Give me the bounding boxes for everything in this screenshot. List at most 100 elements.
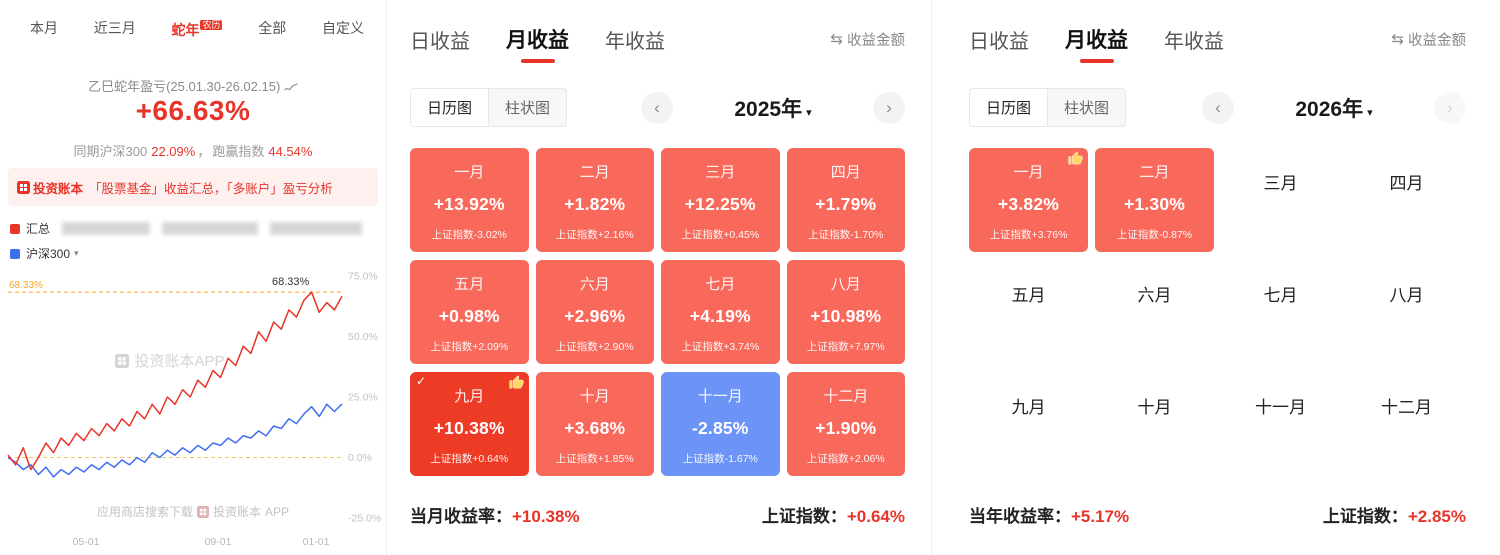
month-cell-2[interactable]: 二月 +1.82% 上证指数+2.16%	[535, 148, 654, 252]
returns-tabs: 日收益 月收益 年收益 ⇆ 收益金额	[410, 24, 905, 54]
month-index-value: 上证指数+3.76%	[989, 229, 1068, 241]
year-navigation: ‹ 2026年 ▾ ›	[1202, 91, 1466, 124]
month-cell-7: 七月	[1221, 260, 1340, 364]
swap-icon: ⇆	[830, 31, 843, 48]
month-return-value: +10.98%	[810, 306, 882, 326]
month-label: 九月	[454, 388, 485, 405]
amount-toggle[interactable]: ⇆ 收益金额	[1391, 31, 1466, 49]
tab-all[interactable]: 全部	[258, 20, 287, 36]
month-return-value: +13.92%	[433, 194, 505, 214]
prev-year-button[interactable]: ‹	[1202, 91, 1234, 124]
month-cell-5: 五月	[969, 260, 1088, 364]
legend-item-total[interactable]: 汇总	[10, 219, 363, 238]
tab-daily-returns[interactable]: 日收益	[410, 30, 470, 53]
year-selector[interactable]: 2026年 ▾	[1295, 97, 1373, 121]
svg-text:-25.0%: -25.0%	[348, 513, 381, 525]
month-index-value: 上证指数-1.70%	[808, 229, 884, 241]
svg-text:0.0%: 0.0%	[348, 452, 372, 464]
view-switch: 日历图 柱状图	[969, 88, 1127, 127]
banner-brand: 投资账本	[33, 181, 84, 196]
month-cell-1[interactable]: 一月 +13.92% 上证指数-3.02%	[410, 148, 529, 252]
year-navigation: ‹ 2025年 ▾ ›	[641, 91, 905, 124]
month-label: 八月	[830, 276, 861, 293]
view-bar-chart[interactable]: 柱状图	[488, 89, 566, 126]
month-cell-9: 九月	[969, 372, 1088, 476]
blurred-account-name	[162, 222, 259, 235]
svg-text:25.0%: 25.0%	[348, 392, 378, 404]
month-cell-10[interactable]: 十月 +3.68% 上证指数+1.85%	[535, 372, 654, 476]
download-hint: 应用商店搜索下载 投资账本 APP	[96, 504, 290, 520]
lunar-badge: 农历	[200, 20, 223, 30]
month-index-value: 上证指数+7.97%	[806, 341, 885, 353]
x-axis-label: 05-01	[72, 536, 100, 548]
tab-snake-year[interactable]: 蛇年 农历	[171, 20, 223, 38]
month-cell-4[interactable]: 四月 +1.79% 上证指数-1.70%	[786, 148, 905, 252]
month-index-value: 上证指数+2.09%	[430, 341, 509, 353]
prev-year-button[interactable]: ‹	[641, 91, 673, 124]
period-tabs: 本月 近三月 蛇年 农历 全部 自定义	[30, 18, 364, 40]
view-controls: 日历图 柱状图 ‹ 2026年 ▾ ›	[969, 88, 1466, 127]
tab-monthly-returns[interactable]: 月收益	[1065, 24, 1128, 54]
view-bar-chart[interactable]: 柱状图	[1047, 89, 1125, 126]
tab-last-3-months[interactable]: 近三月	[93, 20, 136, 36]
promo-banner[interactable]: 投资账本 「股票基金」收益汇总，「多账户」盈亏分析	[8, 168, 378, 206]
month-cell-3: 三月	[1221, 148, 1340, 252]
thumb-up-icon	[1068, 151, 1083, 165]
legend-item-hs300[interactable]: 沪深300 ▾	[10, 244, 362, 263]
year-return-summary: 当年收益率：+5.17%	[969, 507, 1130, 526]
tab-yearly-returns[interactable]: 年收益	[605, 30, 665, 53]
month-cell-8[interactable]: 八月 +10.98% 上证指数+7.97%	[786, 260, 905, 364]
chevron-down-icon: ▾	[1367, 106, 1373, 119]
month-return-summary: 当月收益率：+10.38%	[410, 507, 580, 526]
benchmark-line: 同期沪深300 22.09%，跑赢指数 44.54%	[73, 144, 313, 159]
month-cell-11[interactable]: 十一月 -2.85% 上证指数-1.67%	[661, 372, 780, 476]
blurred-account-name	[270, 222, 363, 235]
tab-daily-returns[interactable]: 日收益	[969, 30, 1029, 53]
tab-monthly-returns[interactable]: 月收益	[506, 24, 569, 54]
view-calendar[interactable]: 日历图	[970, 89, 1048, 126]
month-return-value: -2.85%	[691, 418, 749, 438]
check-icon: ✓	[416, 374, 427, 388]
month-cell-11: 十一月	[1221, 372, 1340, 476]
month-cell-6[interactable]: 六月 +2.96% 上证指数+2.90%	[535, 260, 654, 364]
month-label: 六月	[1137, 286, 1172, 305]
month-cell-2[interactable]: 二月 +1.30% 上证指数-0.87%	[1095, 148, 1214, 252]
tab-custom[interactable]: 自定义	[321, 20, 364, 36]
month-return-value: +3.82%	[997, 194, 1060, 214]
month-cell-8: 八月	[1347, 260, 1466, 364]
month-index-value: 上证指数+3.74%	[681, 341, 760, 353]
month-index-value: 上证指数+0.45%	[681, 229, 760, 241]
month-cell-9[interactable]: ✓ 九月 +10.38% 上证指数+0.64%	[410, 372, 529, 476]
view-calendar[interactable]: 日历图	[411, 89, 489, 126]
month-cell-12[interactable]: 十二月 +1.90% 上证指数+2.06%	[786, 372, 905, 476]
month-label: 一月	[1013, 164, 1044, 181]
watermark: 投资账本APP	[20, 350, 320, 371]
tab-this-month[interactable]: 本月	[30, 20, 58, 36]
view-switch: 日历图 柱状图	[410, 88, 568, 127]
month-label: 九月	[1011, 398, 1046, 417]
blurred-account-name	[62, 222, 151, 235]
month-cell-6: 六月	[1095, 260, 1214, 364]
x-axis-label: 09-01	[204, 536, 232, 548]
month-label: 四月	[830, 164, 861, 181]
month-label: 五月	[454, 276, 485, 293]
svg-text:68.33%: 68.33%	[272, 276, 310, 288]
svg-text:68.33%: 68.33%	[9, 280, 43, 291]
tab-yearly-returns[interactable]: 年收益	[1164, 30, 1224, 53]
year-selector[interactable]: 2025年 ▾	[734, 97, 812, 121]
month-label: 十月	[579, 388, 610, 405]
svg-text:50.0%: 50.0%	[348, 331, 378, 343]
month-cell-1[interactable]: 一月 +3.82% 上证指数+3.76%	[969, 148, 1088, 252]
chevron-down-icon: ▾	[806, 106, 812, 119]
total-return-value: +66.63%	[135, 95, 251, 126]
month-index-value: 上证指数-0.87%	[1116, 229, 1193, 241]
next-year-button[interactable]: ›	[873, 91, 905, 124]
month-cell-7[interactable]: 七月 +4.19% 上证指数+3.74%	[661, 260, 780, 364]
month-return-value: +12.25%	[684, 194, 756, 214]
month-return-value: +1.90%	[815, 418, 877, 438]
month-cell-5[interactable]: 五月 +0.98% 上证指数+2.09%	[410, 260, 529, 364]
chevron-down-icon: ▾	[74, 248, 79, 258]
month-cell-3[interactable]: 三月 +12.25% 上证指数+0.45%	[661, 148, 780, 252]
month-index-value: 上证指数-1.67%	[682, 453, 758, 465]
amount-toggle[interactable]: ⇆ 收益金额	[830, 31, 905, 49]
